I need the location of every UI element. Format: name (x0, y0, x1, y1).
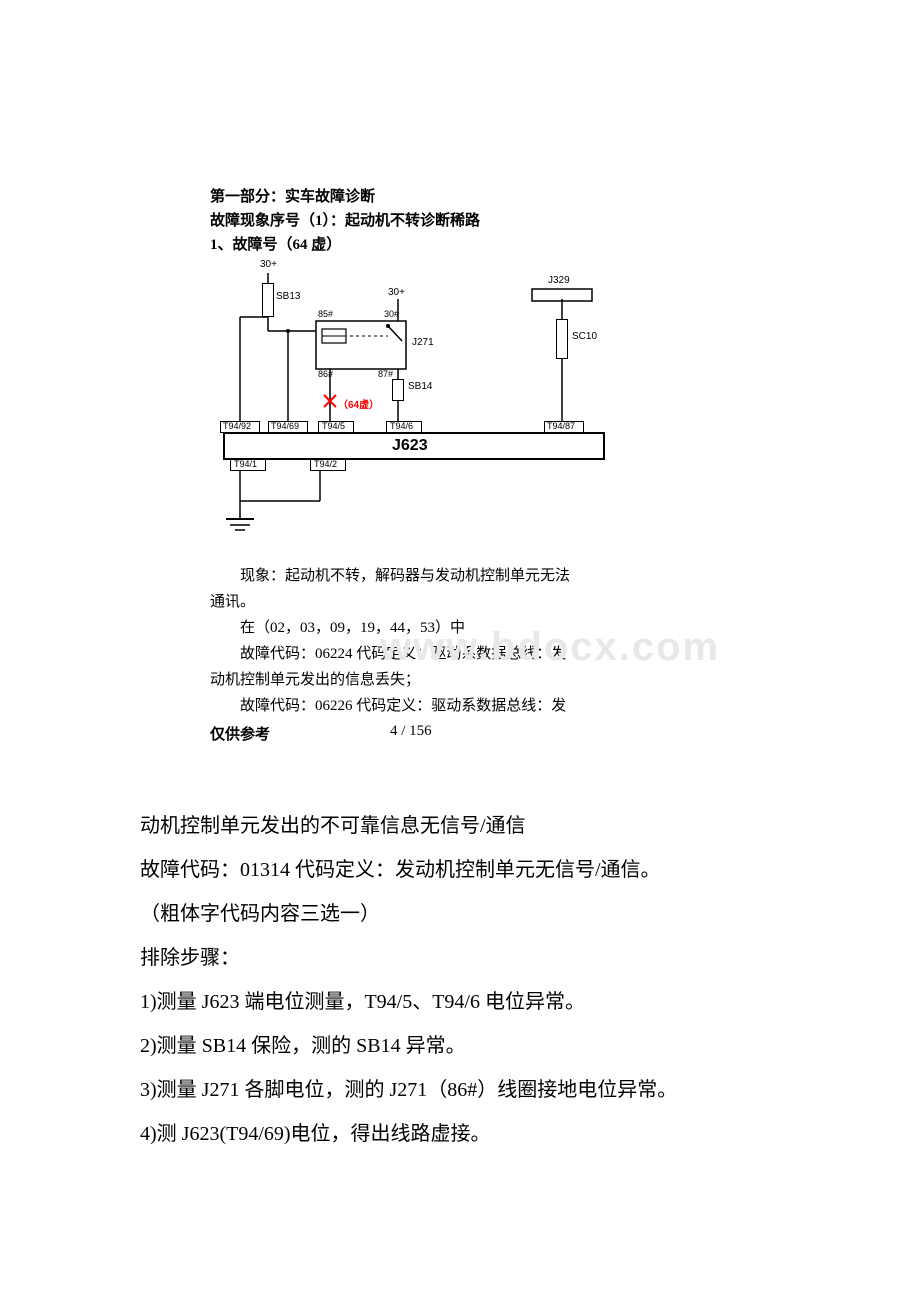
label-T94-92: T94/92 (223, 421, 251, 431)
para-modules: 在（02，03，09，19，44，53）中 (210, 615, 700, 641)
label-pin30: 30# (384, 309, 399, 319)
label-pin86: 86# (318, 369, 333, 379)
fuse-SC10 (556, 319, 568, 359)
lower-line-5: 1)测量 J623 端电位测量，T94/5、T94/6 电位异常。 (140, 980, 780, 1024)
lower-line-6: 2)测量 SB14 保险，测的 SB14 异常。 (140, 1024, 780, 1068)
label-T94-1: T94/1 (234, 459, 257, 469)
label-30plus-1: 30+ (260, 259, 277, 270)
lower-document-section: 动机控制单元发出的不可靠信息无信号/通信 故障代码：01314 代码定义：发动机… (0, 744, 780, 1156)
heading-part1: 第一部分：实车故障诊断 (210, 185, 700, 209)
paragraph-section: 现象：起动机不转，解码器与发动机控制单元无法 通讯。 在（02，03，09，19… (210, 563, 700, 719)
lower-line-2: 故障代码：01314 代码定义：发动机控制单元无信号/通信。 (140, 848, 780, 892)
label-T94-87: T94/87 (547, 421, 575, 431)
heading-fault-phenomenon: 故障现象序号（1）：起动机不转诊断稀路 (210, 209, 700, 233)
label-SB13: SB13 (276, 291, 300, 302)
circuit-diagram: 30+ SB13 30+ J329 SC10 85# 30# J271 86# … (210, 261, 630, 551)
label-T94-2: T94/2 (314, 459, 337, 469)
label-T94-5: T94/5 (322, 421, 345, 431)
label-T94-69: T94/69 (271, 421, 299, 431)
para-symptom-1: 现象：起动机不转，解码器与发动机控制单元无法 (210, 563, 700, 589)
label-SB14: SB14 (408, 381, 432, 392)
page-footer: 仅供参考 4 / 156 (210, 723, 700, 744)
inner-document: 第一部分：实车故障诊断 故障现象序号（1）：起动机不转诊断稀路 1、故障号（64… (210, 185, 700, 744)
label-pin87: 87# (378, 369, 393, 379)
lower-line-3: （粗体字代码内容三选一） (140, 892, 780, 936)
lower-line-8: 4)测 J623(T94/69)电位，得出线路虚接。 (140, 1112, 780, 1156)
para-code-06226: 故障代码：06226 代码定义：驱动系数据总线：发 (210, 693, 700, 719)
label-SC10: SC10 (572, 331, 597, 342)
label-fault-64: （64虚） (338, 396, 379, 411)
lower-line-7: 3)测量 J271 各脚电位，测的 J271（86#）线圈接地电位异常。 (140, 1068, 780, 1112)
label-J623: J623 (392, 437, 428, 455)
fuse-SB13 (262, 283, 274, 317)
para-code-06224-b: 动机控制单元发出的信息丢失； (210, 667, 700, 693)
footer-page-number: 4 / 156 (390, 723, 432, 744)
label-pin85: 85# (318, 309, 333, 319)
lower-line-4: 排除步骤： (140, 936, 780, 980)
label-J329: J329 (548, 275, 570, 286)
heading-fault-number: 1、故障号（64 虚） (210, 233, 700, 257)
footer-reference-text: 仅供参考 (210, 723, 270, 744)
para-symptom-2: 通讯。 (210, 589, 700, 615)
fuse-SB14 (392, 379, 404, 401)
label-30plus-2: 30+ (388, 287, 405, 298)
lower-line-1: 动机控制单元发出的不可靠信息无信号/通信 (140, 804, 780, 848)
label-J271: J271 (412, 337, 434, 348)
para-code-06224-a: 故障代码：06224 代码定义：驱动系数据总线：发 (210, 641, 700, 667)
label-T94-6: T94/6 (390, 421, 413, 431)
upper-document-page: www.bdocx.com 第一部分：实车故障诊断 故障现象序号（1）：起动机不… (0, 0, 920, 744)
